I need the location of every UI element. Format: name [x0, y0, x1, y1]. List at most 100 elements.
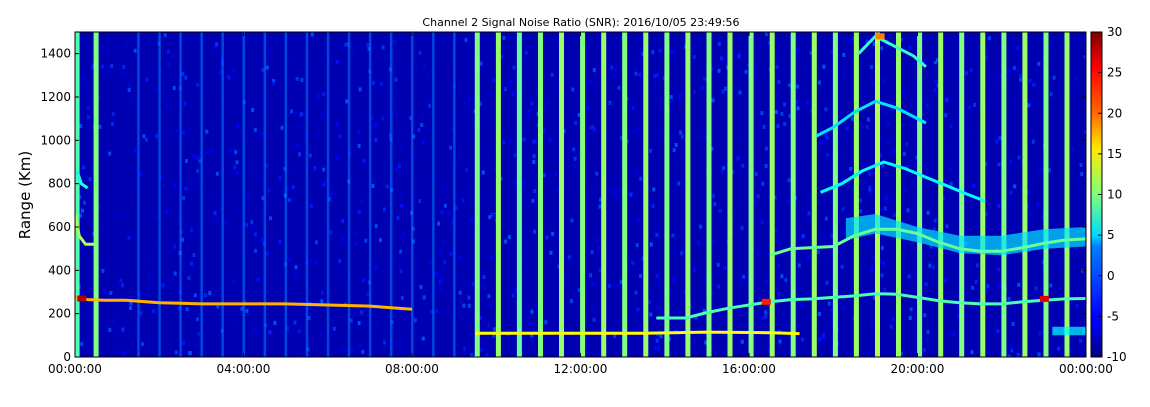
noise-cell — [692, 267, 696, 272]
vertical-streak — [853, 32, 859, 357]
noise-cell — [820, 72, 824, 76]
noise-cell — [412, 342, 416, 347]
noise-cell — [482, 320, 486, 325]
noise-cell — [100, 226, 104, 231]
y-tick-label: 0 — [63, 350, 71, 364]
noise-cell — [760, 111, 764, 116]
noise-cell — [924, 282, 928, 287]
noise-cell — [977, 91, 981, 96]
noise-cell — [731, 215, 735, 220]
noise-cell — [800, 337, 804, 342]
noise-cell — [83, 77, 87, 82]
noise-cell — [925, 337, 929, 342]
noise-cell — [430, 309, 434, 314]
noise-cell — [202, 184, 206, 189]
noise-cell — [778, 67, 782, 72]
vertical-streak — [790, 32, 796, 357]
noise-cell — [1034, 54, 1038, 59]
noise-cell — [133, 48, 137, 53]
weak-streak — [453, 32, 456, 357]
noise-cell — [185, 223, 189, 228]
noise-cell — [322, 92, 326, 97]
noise-cell — [807, 211, 811, 216]
noise-cell — [196, 155, 200, 160]
noise-cell — [482, 275, 486, 280]
noise-cell — [984, 161, 988, 166]
noise-cell — [591, 125, 595, 130]
noise-cell — [310, 32, 314, 37]
noise-cell — [253, 127, 257, 132]
noise-cell — [809, 218, 812, 223]
noise-cell — [524, 50, 528, 55]
noise-cell — [780, 274, 784, 279]
noise-cell — [83, 200, 86, 205]
noise-cell — [504, 239, 508, 244]
noise-cell — [872, 42, 876, 46]
noise-cell — [828, 319, 832, 324]
colorbar-tick-label: -10 — [1107, 350, 1127, 364]
noise-cell — [107, 69, 111, 74]
noise-cell — [945, 224, 949, 229]
noise-cell — [349, 41, 352, 46]
noise-cell — [327, 197, 331, 202]
noise-cell — [868, 191, 871, 196]
vertical-streak — [664, 32, 670, 357]
noise-cell — [740, 226, 744, 231]
noise-cell — [638, 72, 642, 77]
noise-cell — [116, 326, 120, 331]
noise-cell — [116, 350, 120, 355]
noise-cell — [180, 84, 184, 89]
noise-cell — [144, 259, 148, 264]
noise-cell — [394, 168, 398, 173]
noise-cell — [965, 125, 969, 130]
noise-cell — [228, 147, 232, 152]
noise-cell — [933, 218, 937, 223]
noise-cell — [1010, 348, 1014, 353]
noise-cell — [572, 147, 576, 152]
noise-cell — [370, 115, 374, 120]
noise-cell — [523, 181, 527, 186]
noise-cell — [480, 348, 483, 353]
noise-cell — [319, 333, 323, 337]
noise-cell — [532, 154, 536, 159]
noise-cell — [470, 353, 473, 357]
noise-cell — [192, 154, 196, 159]
noise-cell — [87, 115, 90, 120]
noise-cell — [824, 107, 828, 112]
colorbar-tick-label: 20 — [1107, 106, 1122, 120]
noise-cell — [721, 169, 724, 174]
noise-cell — [240, 306, 244, 311]
noise-cell — [322, 316, 326, 321]
noise-cell — [1011, 322, 1015, 326]
noise-cell — [892, 149, 896, 154]
noise-cell — [758, 55, 762, 60]
noise-cell — [549, 250, 553, 255]
noise-cell — [816, 250, 820, 254]
noise-cell — [166, 49, 170, 54]
noise-cell — [256, 277, 260, 282]
noise-cell — [467, 184, 471, 189]
noise-cell — [488, 91, 492, 96]
noise-cell — [1036, 172, 1040, 177]
noise-cell — [184, 186, 188, 191]
noise-cell — [471, 200, 475, 205]
noise-cell — [184, 75, 188, 80]
noise-cell — [525, 264, 528, 269]
noise-cell — [98, 124, 102, 129]
noise-cell — [806, 101, 809, 105]
vertical-streak — [959, 32, 965, 357]
noise-cell — [450, 220, 454, 225]
noise-cell — [226, 176, 230, 181]
noise-cell — [302, 112, 306, 117]
noise-cell — [109, 291, 113, 295]
noise-cell — [926, 329, 930, 334]
noise-cell — [387, 55, 391, 59]
noise-cell — [934, 61, 937, 66]
weak-streak — [432, 32, 435, 357]
noise-cell — [324, 52, 328, 57]
noise-cell — [865, 40, 869, 44]
noise-cell — [429, 223, 433, 228]
noise-cell — [741, 337, 745, 342]
noise-cell — [628, 342, 631, 347]
noise-cell — [108, 151, 112, 156]
